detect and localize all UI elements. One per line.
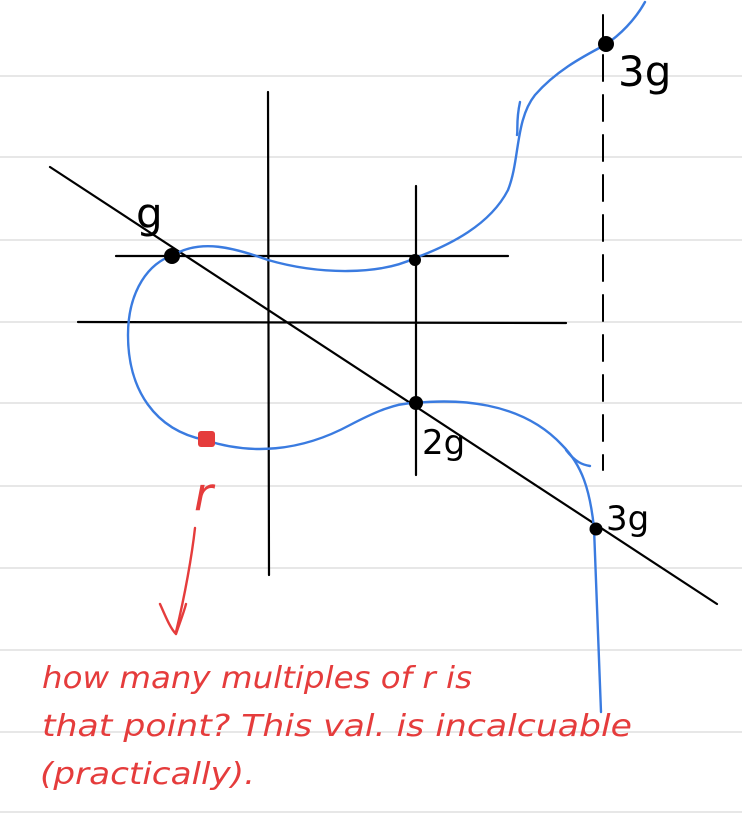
curve-upper-branch — [126, 254, 603, 714]
annotation-note: how many multiples of r is that point? T… — [40, 661, 632, 792]
x-axis — [76, 320, 568, 325]
point-3g-top — [598, 36, 614, 52]
point-intersection — [409, 254, 421, 266]
note-line-2: that point? This val. is incalcuable — [42, 709, 632, 744]
point-g — [164, 248, 180, 264]
points — [164, 36, 614, 536]
note-line-3: (practically). — [40, 757, 255, 792]
arrow-head — [158, 602, 188, 636]
label-3g-top: 3g — [618, 47, 671, 96]
tangent-line — [48, 165, 719, 606]
ruled-lines — [0, 75, 742, 813]
y-axis — [266, 90, 271, 577]
label-2g: 2g — [422, 423, 465, 463]
label-g: g — [136, 189, 163, 238]
curve-top-branch — [170, 0, 647, 273]
point-3g-bottom — [589, 522, 603, 536]
point-2g — [409, 396, 423, 410]
label-r: r — [194, 467, 216, 521]
black-lines — [48, 14, 719, 606]
elliptic-curve — [126, 0, 647, 714]
label-3g-bottom: 3g — [606, 499, 649, 539]
annotation-arrow — [158, 526, 197, 636]
curve-mid-stroke — [515, 100, 522, 137]
point-r — [198, 431, 215, 447]
arrow-shaft — [174, 526, 197, 634]
curve-right-stroke — [564, 448, 592, 468]
note-line-1: how many multiples of r is — [42, 661, 472, 696]
